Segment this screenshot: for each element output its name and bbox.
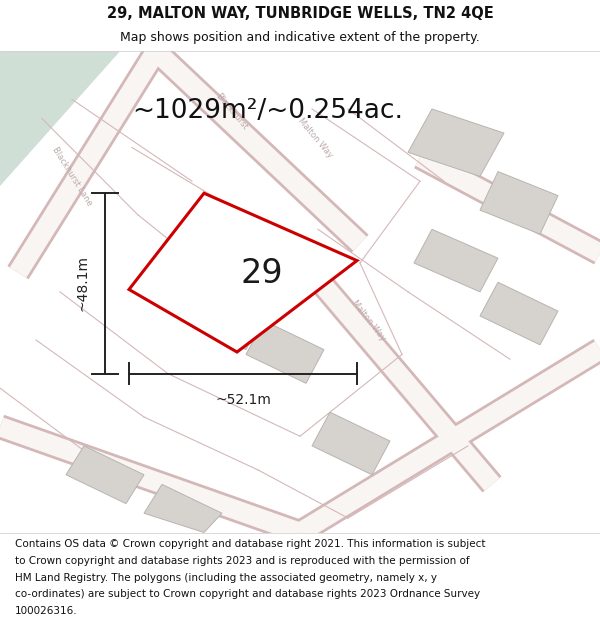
Polygon shape [66, 446, 144, 504]
Polygon shape [480, 282, 558, 345]
Text: to Crown copyright and database rights 2023 and is reproduced with the permissio: to Crown copyright and database rights 2… [15, 556, 470, 566]
Text: Blackhurst: Blackhurst [213, 91, 249, 131]
Text: ~52.1m: ~52.1m [215, 393, 271, 407]
Text: Map shows position and indicative extent of the property.: Map shows position and indicative extent… [120, 31, 480, 44]
Polygon shape [480, 171, 558, 234]
Polygon shape [414, 229, 498, 292]
Text: ~48.1m: ~48.1m [76, 256, 90, 311]
Text: ~1029m²/~0.254ac.: ~1029m²/~0.254ac. [132, 98, 403, 124]
Text: co-ordinates) are subject to Crown copyright and database rights 2023 Ordnance S: co-ordinates) are subject to Crown copyr… [15, 589, 480, 599]
Polygon shape [312, 412, 390, 475]
Text: 100026316.: 100026316. [15, 606, 77, 616]
Polygon shape [246, 321, 324, 383]
Text: Malton Way: Malton Way [296, 116, 334, 159]
Polygon shape [174, 282, 264, 349]
Polygon shape [129, 193, 357, 352]
Text: 29, MALTON WAY, TUNBRIDGE WELLS, TN2 4QE: 29, MALTON WAY, TUNBRIDGE WELLS, TN2 4QE [107, 6, 493, 21]
Text: Contains OS data © Crown copyright and database right 2021. This information is : Contains OS data © Crown copyright and d… [15, 539, 485, 549]
Polygon shape [0, 51, 120, 186]
Polygon shape [144, 484, 222, 532]
Text: Malton Way: Malton Way [350, 299, 388, 343]
Text: HM Land Registry. The polygons (including the associated geometry, namely x, y: HM Land Registry. The polygons (includin… [15, 572, 437, 582]
Text: 29: 29 [241, 258, 283, 291]
Polygon shape [408, 109, 504, 176]
Text: Blackhurst Lane: Blackhurst Lane [50, 145, 94, 208]
